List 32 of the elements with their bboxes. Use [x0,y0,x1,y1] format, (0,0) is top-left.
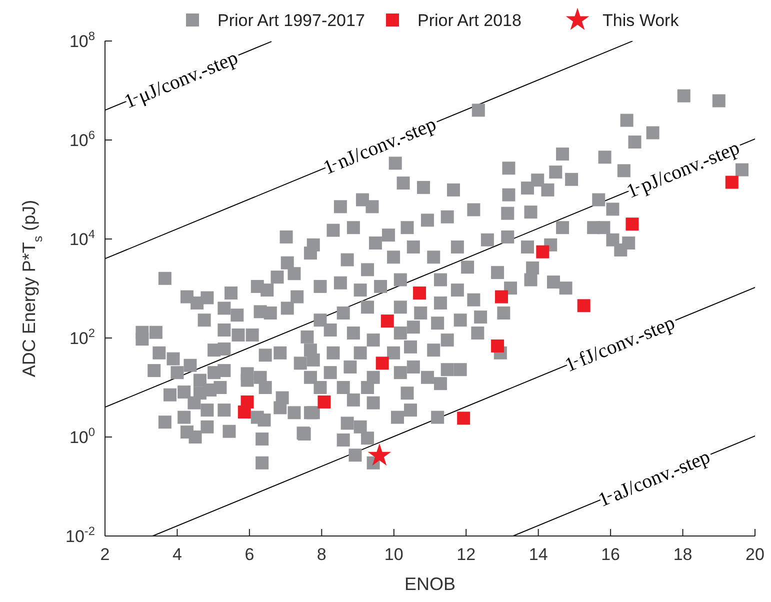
point [380,314,394,328]
y-tick-label: 10$^{2}$ [69,326,96,348]
x-tick-label: 8 [316,545,326,564]
y-tick-label: 10$^{-2}$ [66,524,96,546]
legend-label: Prior Art 1997-2017 [218,10,365,30]
x-tick-label: 10 [384,545,404,564]
legend-label: Prior Art 2018 [418,10,522,30]
x-axis-title: ENOB [404,574,456,594]
point [318,395,331,408]
point [536,245,550,258]
point [238,405,251,418]
point [577,299,590,312]
x-tick-label: 2 [100,545,110,564]
x-tick-label: 20 [746,545,764,564]
x-tick-label: 4 [172,545,182,564]
x-tick-label: 16 [601,545,620,564]
point [495,290,508,304]
point [457,412,470,425]
legend-label: This Work [602,10,680,30]
point [626,218,639,231]
x-tick-label: 14 [528,545,548,564]
x-tick-label: 18 [673,545,692,564]
x-tick-label: 12 [456,545,476,564]
point [376,356,389,370]
y-tick-label: 10$^{4}$ [69,226,96,249]
y-tick-label: 10$^{0}$ [69,424,96,447]
x-tick-label: 6 [244,545,254,564]
y-tick-label: 10$^{8}$ [69,28,96,51]
point [368,443,392,466]
point [413,286,426,300]
point [491,339,504,352]
y-tick-label: 10$^{6}$ [69,128,96,150]
